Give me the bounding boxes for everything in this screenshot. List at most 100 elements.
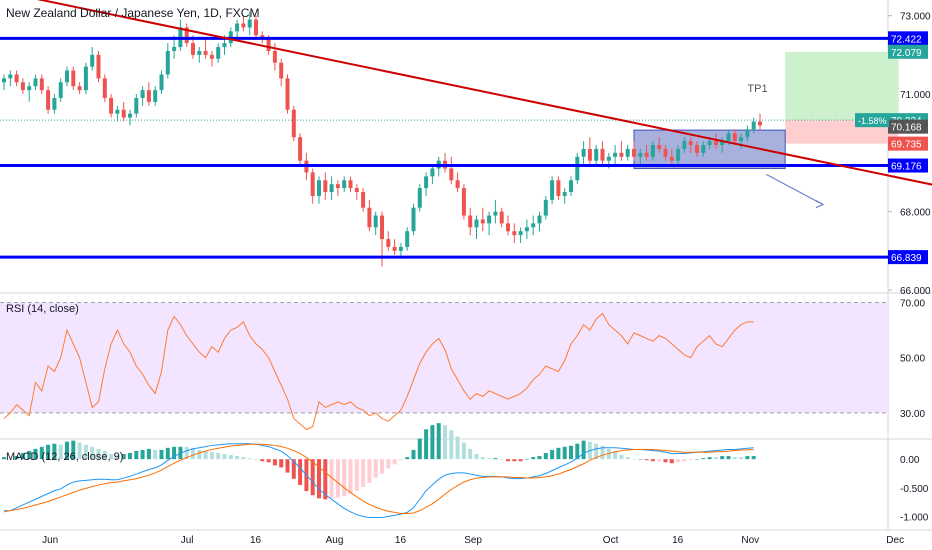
candle	[354, 184, 359, 200]
macd-histogram-bar	[260, 459, 265, 462]
macd-histogram-bar	[310, 459, 315, 496]
candle-body	[701, 145, 706, 153]
candle-body	[134, 97, 139, 114]
time-tick-label: Jul	[181, 535, 194, 546]
candle-body	[562, 192, 567, 196]
time-tick-label: Dec	[886, 535, 904, 546]
macd-histogram-bar	[52, 443, 57, 460]
candle-body	[46, 90, 51, 110]
macd-histogram-bar	[109, 454, 114, 460]
macd-histogram-bar	[134, 450, 139, 460]
candle-body	[65, 70, 69, 83]
tp1-label: TP1	[747, 83, 767, 95]
candle-body	[58, 82, 63, 98]
candle-body	[140, 90, 145, 98]
macd-histogram-bar	[153, 449, 158, 460]
candle	[480, 207, 485, 232]
trend-line	[36, 0, 932, 186]
candle-body	[461, 188, 466, 216]
price-level-tag	[888, 31, 928, 46]
candle	[499, 207, 504, 228]
macd-histogram-bar	[443, 425, 447, 460]
macd-histogram-bar	[524, 459, 529, 460]
candle-body	[235, 23, 240, 32]
candle-body	[474, 219, 479, 228]
candle-body	[480, 219, 485, 224]
macd-histogram-bar	[518, 459, 523, 462]
candle	[594, 145, 599, 165]
macd-histogram-bar	[58, 444, 63, 460]
macd-histogram-bar	[594, 443, 599, 460]
candle	[512, 223, 517, 243]
candle-body	[77, 86, 82, 91]
macd-histogram-bar	[298, 459, 303, 485]
macd-histogram-bar	[449, 430, 454, 460]
candle	[701, 141, 706, 157]
rsi-pane-label: RSI (14, close)	[6, 303, 79, 315]
candle-body	[550, 180, 555, 200]
candle-body	[83, 66, 88, 91]
candle-body	[493, 211, 498, 216]
candle	[625, 145, 630, 161]
macd-histogram-bar	[720, 456, 725, 460]
candle	[184, 23, 189, 48]
price-level-tag-label: 72.079	[891, 48, 922, 59]
macd-histogram-bar	[695, 459, 699, 460]
candle	[449, 156, 454, 185]
candle-body	[650, 145, 655, 157]
candle	[676, 145, 681, 165]
candle-body	[619, 152, 624, 157]
macd-histogram-bar	[487, 458, 492, 460]
candle	[33, 74, 38, 91]
macd-histogram-bar	[556, 447, 561, 460]
candle-body	[354, 188, 359, 193]
macd-line	[4, 443, 754, 519]
candle	[575, 152, 580, 185]
macd-histogram-bar	[461, 442, 466, 460]
candle-body	[216, 47, 221, 59]
macd-histogram-bar	[531, 457, 536, 460]
candle	[373, 211, 378, 236]
candle	[619, 141, 624, 161]
macd-histogram-bar	[480, 457, 485, 460]
macd-histogram-bar	[14, 456, 19, 460]
macd-histogram-bar	[272, 459, 277, 466]
macd-histogram-bar	[569, 445, 573, 460]
macd-histogram-bar	[739, 457, 744, 460]
candle	[669, 148, 674, 165]
candle	[411, 203, 416, 236]
candle-body	[606, 156, 611, 161]
candle	[209, 50, 214, 67]
candle	[405, 227, 410, 251]
macd-histogram-bar	[436, 423, 441, 460]
candle	[71, 66, 76, 91]
projection-arrow	[766, 173, 824, 206]
macd-histogram-bar	[562, 446, 567, 460]
candle	[14, 70, 19, 87]
candle	[430, 164, 435, 185]
candle	[279, 58, 284, 87]
candle	[443, 152, 447, 173]
candle	[493, 199, 498, 224]
time-tick-label: 16	[395, 535, 407, 546]
candle	[58, 78, 63, 102]
candle-body	[455, 180, 460, 189]
macd-histogram-bar	[405, 457, 410, 460]
candle-body	[361, 192, 366, 208]
macd-histogram-bar	[266, 459, 271, 463]
candle-body	[745, 129, 750, 138]
candle-body	[417, 188, 422, 208]
time-tick-label: Sep	[464, 535, 482, 546]
candle-body	[726, 133, 731, 142]
change-badge	[855, 113, 889, 128]
candle-body	[102, 78, 107, 98]
macd-histogram-bar	[222, 454, 227, 460]
rsi-line	[3, 312, 754, 431]
candle	[39, 74, 44, 95]
candle-body	[587, 148, 592, 161]
candle	[241, 15, 246, 32]
macd-histogram-bar	[77, 442, 82, 460]
macd-histogram-bar	[632, 459, 636, 460]
candle-body	[342, 180, 347, 189]
